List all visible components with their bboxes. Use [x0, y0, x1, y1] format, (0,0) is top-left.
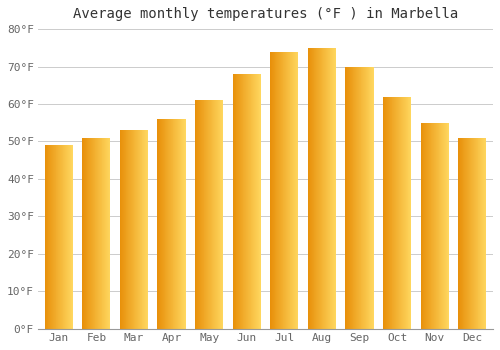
Title: Average monthly temperatures (°F ) in Marbella: Average monthly temperatures (°F ) in Ma…	[73, 7, 458, 21]
